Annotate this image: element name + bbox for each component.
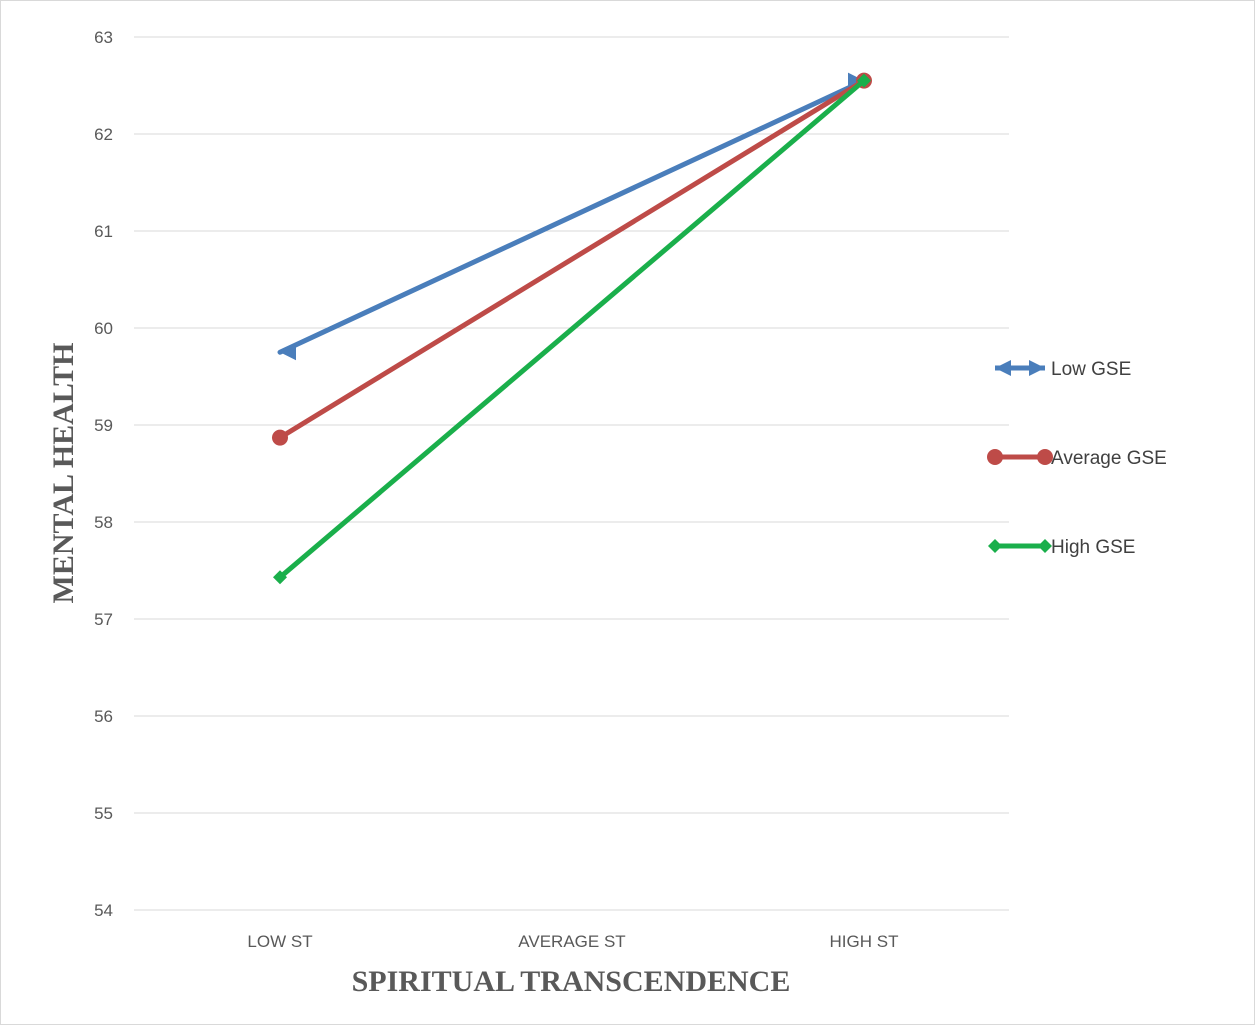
point-marker (857, 73, 871, 88)
series-average-gse (272, 72, 872, 446)
y-tick-label: 60 (94, 319, 113, 338)
y-tick-label: 61 (94, 222, 113, 241)
y-tick-label: 54 (94, 901, 113, 920)
y-tick-label: 62 (94, 125, 113, 144)
series-low-gse (277, 72, 867, 361)
arrow-marker (280, 344, 296, 361)
y-tick-label: 59 (94, 416, 113, 435)
gridlines (134, 36, 1009, 911)
y-tick-label: 57 (94, 610, 113, 629)
series-line (277, 78, 867, 580)
legend-label: Low GSE (1051, 359, 1131, 380)
series (272, 72, 872, 585)
series-high-gse (273, 73, 871, 585)
y-axis-ticks: 54 55 56 57 58 59 60 61 62 63 (94, 28, 113, 920)
x-tick-label: LOW ST (247, 932, 312, 951)
series-line (277, 78, 867, 355)
arrow-marker (995, 360, 1011, 376)
point-marker (273, 570, 287, 585)
legend-entry: Low GSE (995, 359, 1131, 380)
point-marker (1037, 449, 1053, 465)
arrow-marker (1029, 360, 1045, 376)
point-marker (272, 429, 288, 446)
legend: Low GSE Average GSE High GSE (987, 359, 1167, 558)
legend-entry: Average GSE (987, 448, 1167, 469)
y-tick-label: 55 (94, 804, 113, 823)
y-tick-label: 58 (94, 513, 113, 532)
legend-label: High GSE (1051, 537, 1135, 558)
y-axis-title: MENTAL HEALTH (47, 343, 80, 604)
x-axis-ticks: LOW ST AVERAGE ST HIGH ST (247, 932, 898, 951)
y-tick-label: 63 (94, 28, 113, 47)
y-tick-label: 56 (94, 707, 113, 726)
point-marker (988, 539, 1002, 553)
legend-label: Average GSE (1051, 448, 1167, 469)
legend-entry: High GSE (988, 537, 1135, 558)
x-axis-title: SPIRITUAL TRANSCENDENCE (352, 965, 791, 998)
x-tick-label: AVERAGE ST (518, 932, 625, 951)
point-marker (1038, 539, 1052, 553)
point-marker (987, 449, 1003, 465)
series-line (277, 78, 867, 441)
x-tick-label: HIGH ST (830, 932, 899, 951)
